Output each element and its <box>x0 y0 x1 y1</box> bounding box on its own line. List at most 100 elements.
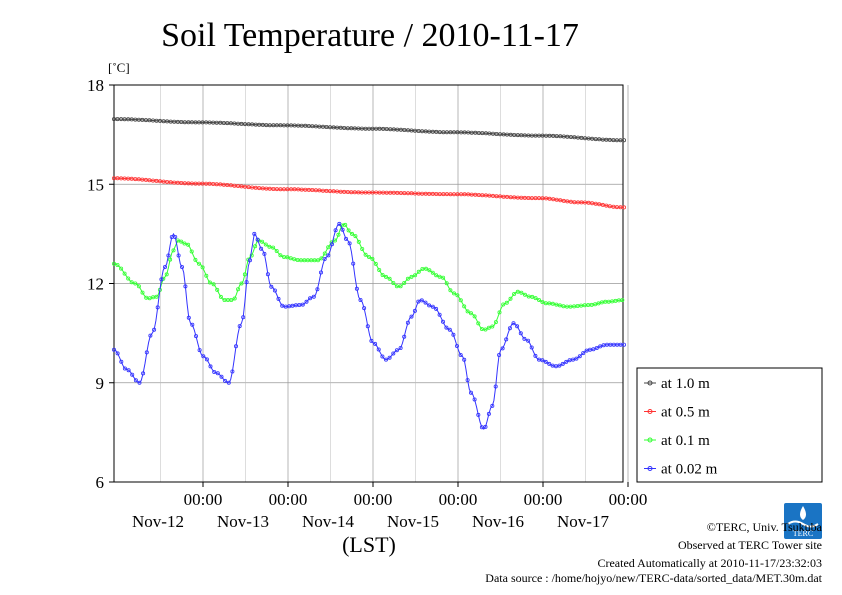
data-point <box>299 123 304 128</box>
data-point <box>342 126 347 131</box>
data-point <box>166 253 171 258</box>
legend-swatch-marker <box>647 466 653 471</box>
data-point <box>384 190 389 195</box>
data-point <box>233 344 238 349</box>
data-point <box>565 199 570 204</box>
data-point <box>419 298 424 303</box>
data-point <box>179 264 184 269</box>
data-point <box>225 121 230 126</box>
data-point <box>189 249 194 254</box>
data-point <box>497 132 502 137</box>
observed-at-text: Observed at TERC Tower site <box>678 538 822 552</box>
water-drop-icon <box>800 506 806 520</box>
data-point <box>333 228 338 233</box>
legend-label: at 0.5 m <box>661 405 710 421</box>
data-point <box>413 273 418 278</box>
data-point <box>337 221 342 226</box>
data-point <box>427 129 432 134</box>
data-point <box>255 237 260 242</box>
data-point <box>260 239 265 244</box>
data-point <box>263 242 268 247</box>
legend: at 1.0 m at 0.5 m at 0.1 m at 0.02 m <box>636 367 823 483</box>
data-point <box>137 380 142 385</box>
data-point <box>288 256 293 261</box>
data-point <box>349 231 354 236</box>
data-point <box>497 310 502 315</box>
data-point <box>155 305 160 310</box>
data-point <box>437 312 442 317</box>
data-point <box>182 181 187 186</box>
data-point <box>584 348 589 353</box>
data-point <box>597 137 602 142</box>
data-point <box>343 222 348 227</box>
data-point <box>165 119 170 124</box>
data-point <box>462 192 467 197</box>
data-point <box>356 239 361 244</box>
series-line <box>114 118 624 141</box>
data-point <box>232 121 237 126</box>
data-point <box>434 273 439 278</box>
data-point <box>511 321 516 326</box>
data-point <box>590 201 595 206</box>
data-point <box>351 261 356 266</box>
x-tick-date-label: Nov-15 <box>387 512 439 531</box>
data-point <box>315 258 320 263</box>
data-point <box>458 352 463 357</box>
data-point <box>373 341 378 346</box>
series-layer <box>112 117 627 430</box>
data-point <box>574 356 579 361</box>
data-point <box>242 184 247 189</box>
data-point <box>129 280 134 285</box>
legend-label: at 0.02 m <box>661 462 718 478</box>
data-point <box>597 202 602 207</box>
terc-logo: TERC <box>784 503 822 539</box>
data-point <box>501 302 506 307</box>
data-point <box>384 127 389 132</box>
data-point <box>207 181 212 186</box>
data-point <box>242 122 247 127</box>
legend-swatch-marker <box>647 437 653 443</box>
data-point <box>164 272 169 277</box>
data-point <box>310 187 315 192</box>
data-point <box>359 126 364 131</box>
data-point <box>430 270 435 275</box>
data-source-text: Data source : /home/hojyo/new/TERC-data/… <box>485 571 822 585</box>
data-point <box>518 331 523 336</box>
x-tick-date-label: Nov-14 <box>302 512 354 531</box>
data-point <box>265 272 270 277</box>
data-point <box>363 252 368 257</box>
data-point <box>373 261 378 266</box>
x-axis: 00:00Nov-1200:00Nov-1300:00Nov-1400:00No… <box>132 482 647 531</box>
data-point <box>468 311 473 316</box>
data-point <box>144 350 149 355</box>
data-point <box>540 358 545 363</box>
data-point <box>412 128 417 133</box>
x-tick-date-label: Nov-16 <box>472 512 524 531</box>
data-point <box>126 368 131 373</box>
data-point <box>448 288 453 293</box>
data-point <box>189 181 194 186</box>
data-point <box>276 296 281 301</box>
data-point <box>141 371 146 376</box>
data-point <box>204 273 209 278</box>
data-point <box>423 300 428 305</box>
data-point <box>122 176 127 181</box>
data-point <box>554 302 559 307</box>
data-point <box>172 119 177 124</box>
data-point <box>622 205 627 210</box>
data-point <box>493 384 498 389</box>
series-at-0-1-m <box>112 222 625 332</box>
data-point <box>476 412 481 417</box>
data-point <box>259 246 264 251</box>
data-point <box>583 136 588 141</box>
data-point <box>236 287 241 292</box>
data-point <box>214 120 219 125</box>
data-point <box>441 275 446 280</box>
data-point <box>468 390 473 395</box>
data-point <box>315 287 320 292</box>
data-point <box>500 346 505 351</box>
data-point <box>420 129 425 134</box>
data-point <box>465 309 470 314</box>
data-point <box>593 302 598 307</box>
data-point <box>365 324 370 329</box>
